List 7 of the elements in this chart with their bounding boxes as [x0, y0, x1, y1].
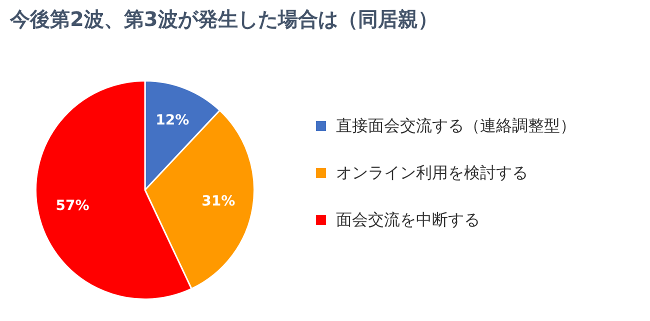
legend-label: 直接面会交流する（連絡調整型） [336, 116, 576, 136]
data-label: 57% [56, 198, 90, 214]
legend-label: オンライン利用を検討する [336, 162, 528, 184]
data-label: 31% [202, 193, 236, 210]
chart-title: 今後第2波、第3波が発生した場合は（同居親） [10, 6, 438, 33]
legend-label: 面会交流を中断する [336, 210, 480, 230]
data-label: 12% [156, 112, 190, 129]
